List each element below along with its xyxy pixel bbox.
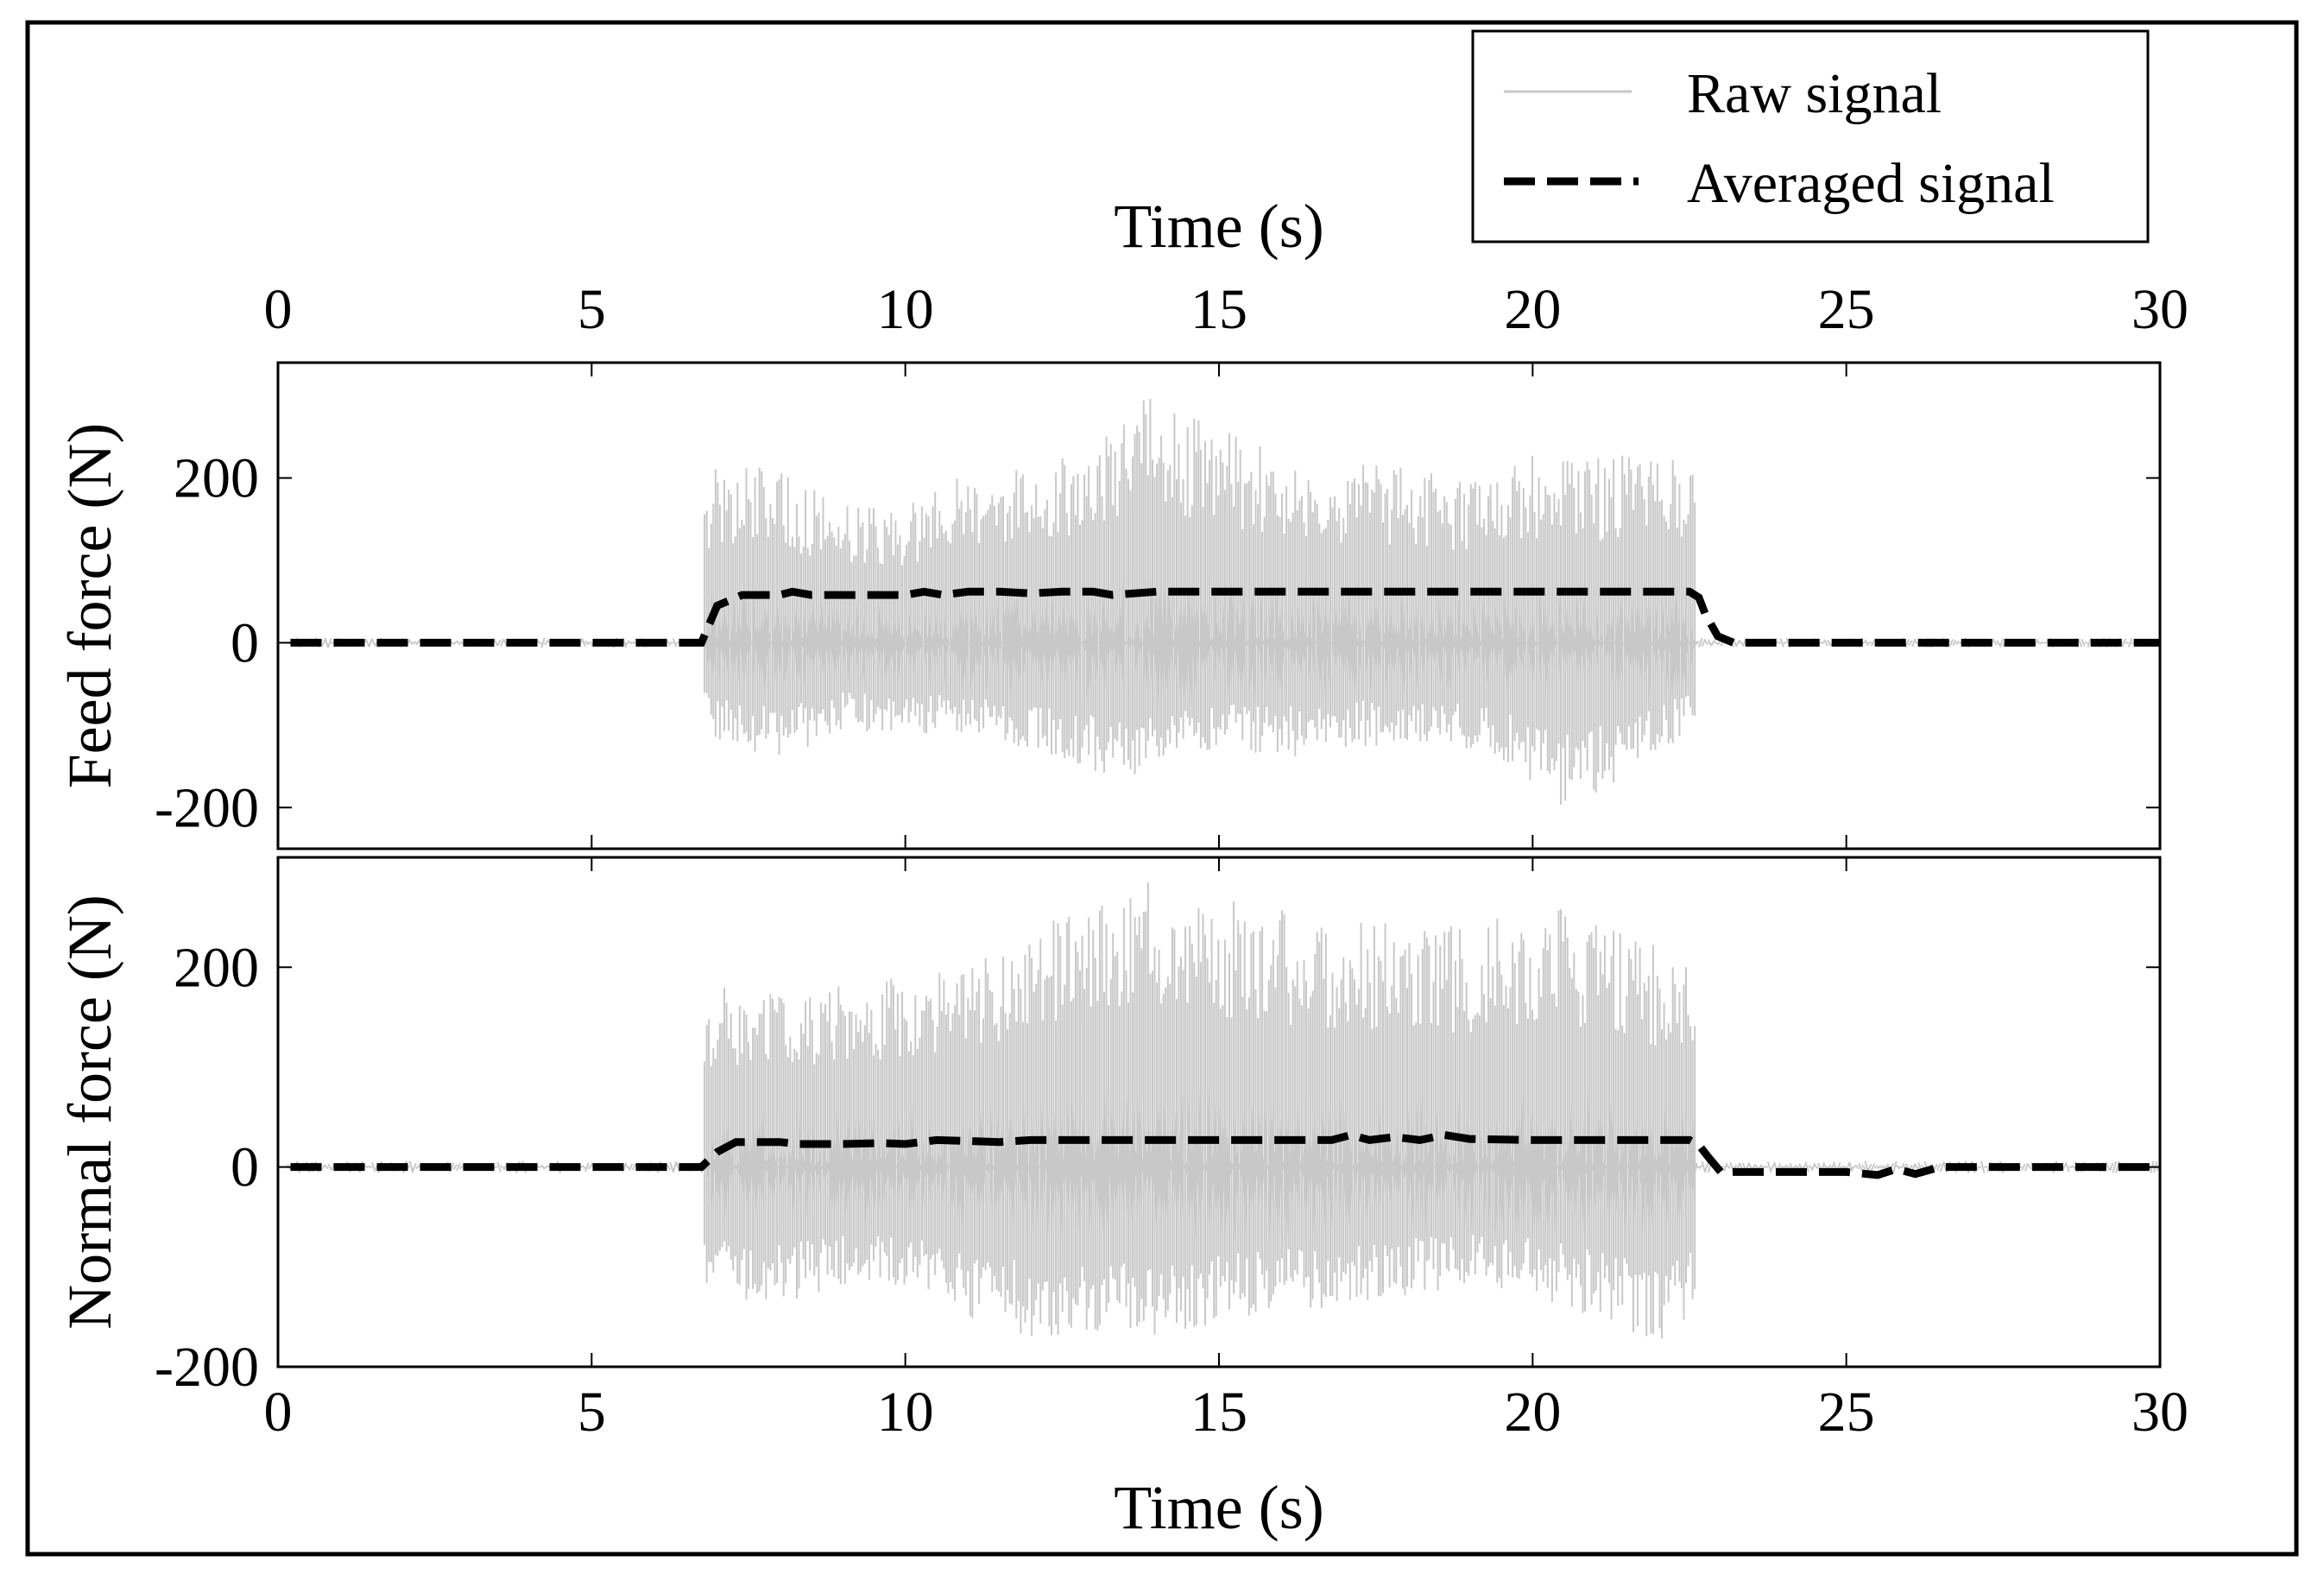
normal-force-y-axis-title: Normal force (N) [55,894,124,1330]
x-tick-label: 30 [2131,278,2188,341]
x-tick-label: 5 [578,1381,606,1444]
x-tick-label: 10 [877,1381,934,1444]
x-tick-label: 10 [877,278,934,341]
y-tick-label: -200 [155,776,259,839]
x-tick-label: 5 [578,278,606,341]
normal-force-averaged-signal-line [290,1130,2160,1179]
y-tick-label: 0 [231,611,259,674]
legend-box [1471,29,2150,243]
x-tick-label: 25 [1818,278,1875,341]
x-tick-label: 25 [1818,1381,1875,1444]
x-tick-label: 0 [264,1381,293,1444]
bottom-x-axis-title: Time (s) [1114,1473,1323,1542]
y-tick-label: 200 [174,447,259,510]
feed-force-panel: 0 5 10 15 20 25 30 -200 0 200 Feed force (N) Time… [55,192,2188,850]
feed-force-ticks: 0 5 10 15 20 25 30 -200 0 200 [155,278,2188,849]
x-tick-label: 15 [1190,1381,1247,1444]
y-tick-label: -200 [155,1336,259,1399]
legend-averaged-signal-label: Averaged signal [1687,152,2055,215]
legend-raw-signal-label: Raw signal [1687,62,1942,125]
feed-force-averaged-signal-line [290,587,2160,647]
x-tick-label: 0 [264,278,293,341]
y-tick-label: 200 [174,936,259,999]
x-tick-label: 20 [1504,278,1561,341]
y-tick-label: 0 [231,1136,259,1199]
legend: Raw signal Averaged signal [1471,29,2150,243]
figure-frame [25,20,2299,1557]
x-tick-label: 15 [1190,278,1247,341]
top-x-axis-title: Time (s) [1114,192,1323,261]
x-tick-label: 30 [2131,1381,2188,1444]
feed-force-y-axis-title: Feed force (N) [55,423,124,789]
x-tick-label: 20 [1504,1381,1561,1444]
